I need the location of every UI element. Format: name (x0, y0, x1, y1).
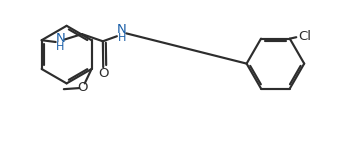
Text: Cl: Cl (298, 30, 311, 43)
Text: H: H (117, 33, 126, 43)
Text: H: H (56, 42, 64, 52)
Text: O: O (77, 81, 88, 94)
Text: N: N (117, 23, 126, 36)
Text: N: N (55, 32, 65, 45)
Text: O: O (98, 67, 108, 80)
